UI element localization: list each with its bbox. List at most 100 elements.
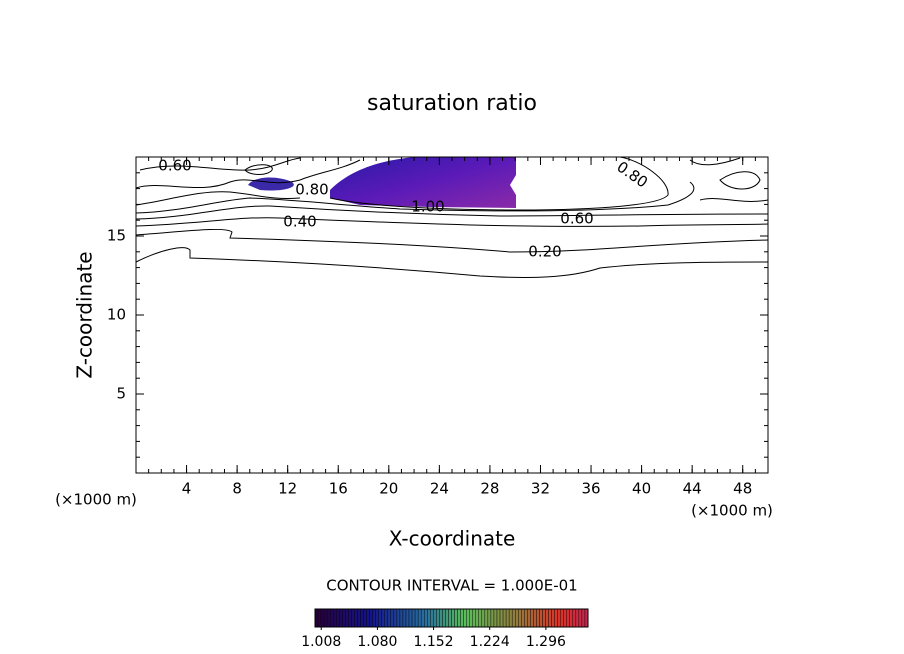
contour-line [135,247,769,278]
colorbar-swatch [557,608,561,628]
colorbar-swatch [466,608,470,628]
colorbar-swatch [381,608,385,628]
x-tick-label: 48 [733,480,752,498]
colorbar-swatch [339,608,343,628]
colorbar-swatch [408,608,413,628]
y-unit: (×1000 m) [55,491,137,509]
colorbar-swatch [427,608,431,628]
colorbar-swatch [499,608,504,628]
x-tick-label: 44 [683,480,702,498]
colorbar-swatch [505,608,510,628]
colorbar-swatch [323,608,328,628]
colorbar-swatch [430,608,434,628]
x-tick-label: 16 [329,480,348,498]
x-axis-title: X-coordinate [389,527,516,551]
x-tick-label: 8 [232,480,242,498]
contour-label: 0.80 [613,158,651,192]
colorbar-swatch [554,608,558,628]
colorbar-swatch [320,608,325,628]
colorbar-swatch [424,608,428,628]
colorbar-swatch [375,608,379,628]
colorbar-swatch [399,608,404,628]
colorbar-swatch [469,608,473,628]
colorbar-swatch [417,608,422,628]
colorbar-swatch [454,608,458,628]
colorbar-swatch [572,608,577,628]
filled-region [330,157,516,208]
y-axis-title: Z-coordinate [73,251,97,378]
x-unit: (×1000 m) [691,502,773,520]
colorbar-swatch [502,608,507,628]
contour-line [135,217,769,227]
colorbar-swatch [448,608,452,628]
colorbar-swatch [317,608,322,628]
colorbar-swatch [396,608,401,628]
colorbar-swatch [575,608,580,628]
x-tick-label: 28 [480,480,499,498]
colorbar-swatch [326,608,331,628]
colorbar-swatch [445,608,449,628]
colorbar-swatch [336,608,340,628]
colorbar-swatch [433,608,437,628]
contour-line [329,156,669,211]
colorbar-swatch [333,608,337,628]
colorbar-swatch [439,608,443,628]
colorbar-swatch [521,608,525,628]
contour-line [135,191,301,206]
colorbar-frame [314,608,589,628]
x-tick-label: 20 [379,480,398,498]
contour-label: 0.60 [560,210,593,228]
colorbar-swatch [360,608,364,628]
colorbar-swatch [496,608,501,628]
colorbar-swatch [518,608,522,628]
contour-label: 0.40 [283,213,316,231]
colorbar-swatch [548,608,552,628]
colorbar-swatch [402,608,407,628]
y-tick-label: 15 [107,227,126,245]
colorbar-swatch [463,608,467,628]
colorbar-swatch [560,608,564,628]
x-tick-label: 32 [531,480,550,498]
colorbar-swatch [405,608,410,628]
colorbar-swatch [551,608,555,628]
contour-label: 0.80 [295,181,328,199]
contour-line [135,228,769,253]
contour-line [135,205,769,220]
colorbar-swatch [563,608,567,628]
y-tick-label: 5 [116,385,126,403]
colorbar-tick-label: 1.296 [526,634,566,650]
colorbar-swatch [390,608,395,628]
x-tick-label: 36 [581,480,600,498]
colorbar-swatch [357,608,361,628]
colorbar-swatch [481,608,486,628]
colorbar-swatch [566,608,570,628]
colorbar-swatch [348,608,352,628]
colorbar-swatch [536,608,540,628]
colorbar-swatch [487,608,492,628]
colorbar-swatch [533,608,537,628]
contour-label: 1.00 [411,198,444,216]
colorbar-swatch [460,608,464,628]
colorbar-swatch [524,608,528,628]
colorbar-swatch [393,608,398,628]
colorbar-swatch [578,608,583,628]
colorbar-swatch [478,608,483,628]
colorbar-swatch [581,608,586,628]
colorbar-swatch [442,608,446,628]
colorbar-swatch [527,608,531,628]
colorbar-swatch [515,608,519,628]
colorbar-swatch [329,608,334,628]
colorbar: 1.008 1.080 1.152 1.224 1.296 [301,608,589,650]
x-tick-label: 24 [430,480,449,498]
x-tick-label: 4 [182,480,192,498]
contour-line [135,181,695,214]
filled-region [248,177,294,191]
colorbar-tick-label: 1.152 [414,634,454,650]
x-tick-label: 40 [632,480,651,498]
colorbar-swatch [342,608,346,628]
colorbar-swatch [369,608,373,628]
contour-label: 0.60 [158,157,191,175]
contour-line [135,159,361,189]
colorbar-swatch [511,608,516,628]
